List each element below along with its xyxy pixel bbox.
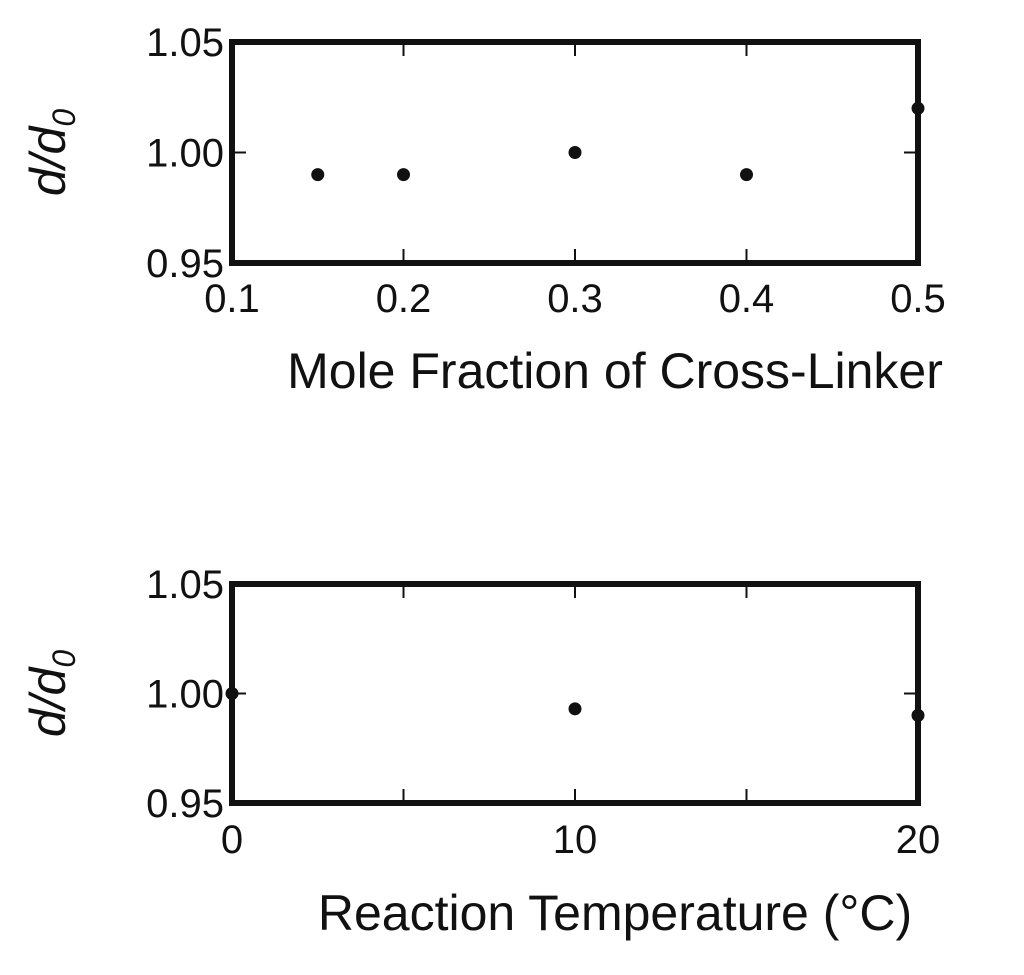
y-tick-label: 0.95 (146, 242, 224, 286)
y-tick-label: 1.05 (146, 21, 224, 65)
x-axis-label: Reaction Temperature (°C) (318, 885, 912, 941)
y-tick-label: 1.05 (146, 563, 224, 607)
x-tick-label: 0.1 (204, 277, 260, 321)
data-point (911, 101, 925, 115)
data-point (225, 687, 239, 700)
data-point (568, 146, 582, 159)
x-tick-label: 0 (221, 818, 243, 862)
y-axis-label: d/d0 (20, 650, 82, 738)
x-tick-label: 0.3 (547, 277, 603, 321)
y-axis-label: d/d0 (20, 109, 82, 197)
data-point (568, 702, 582, 716)
x-axis-label: Mole Fraction of Cross-Linker (287, 343, 943, 399)
x-tick-label: 20 (896, 818, 941, 862)
x-tick-label: 0.4 (719, 277, 775, 321)
y-tick-label: 0.95 (146, 782, 224, 826)
y-tick-label: 1.00 (146, 132, 224, 176)
y-tick-label: 1.00 (146, 673, 224, 717)
data-point (740, 168, 753, 182)
x-tick-label: 0.5 (890, 277, 946, 321)
data-point (911, 708, 925, 722)
chart-panel-1: 0.1 0.2 0.3 0.4 0.5 0.95 1.00 1.05 Mole Fraction… (20, 21, 946, 399)
plot-frame (229, 581, 921, 806)
data-point (311, 168, 325, 182)
chart-panel-2: 0 10 20 0.95 1.00 1.05 Reaction Temperature (°… (20, 563, 940, 941)
data-point (397, 168, 410, 182)
x-tick-label: 0.2 (376, 277, 432, 321)
x-tick-label: 10 (553, 818, 598, 862)
